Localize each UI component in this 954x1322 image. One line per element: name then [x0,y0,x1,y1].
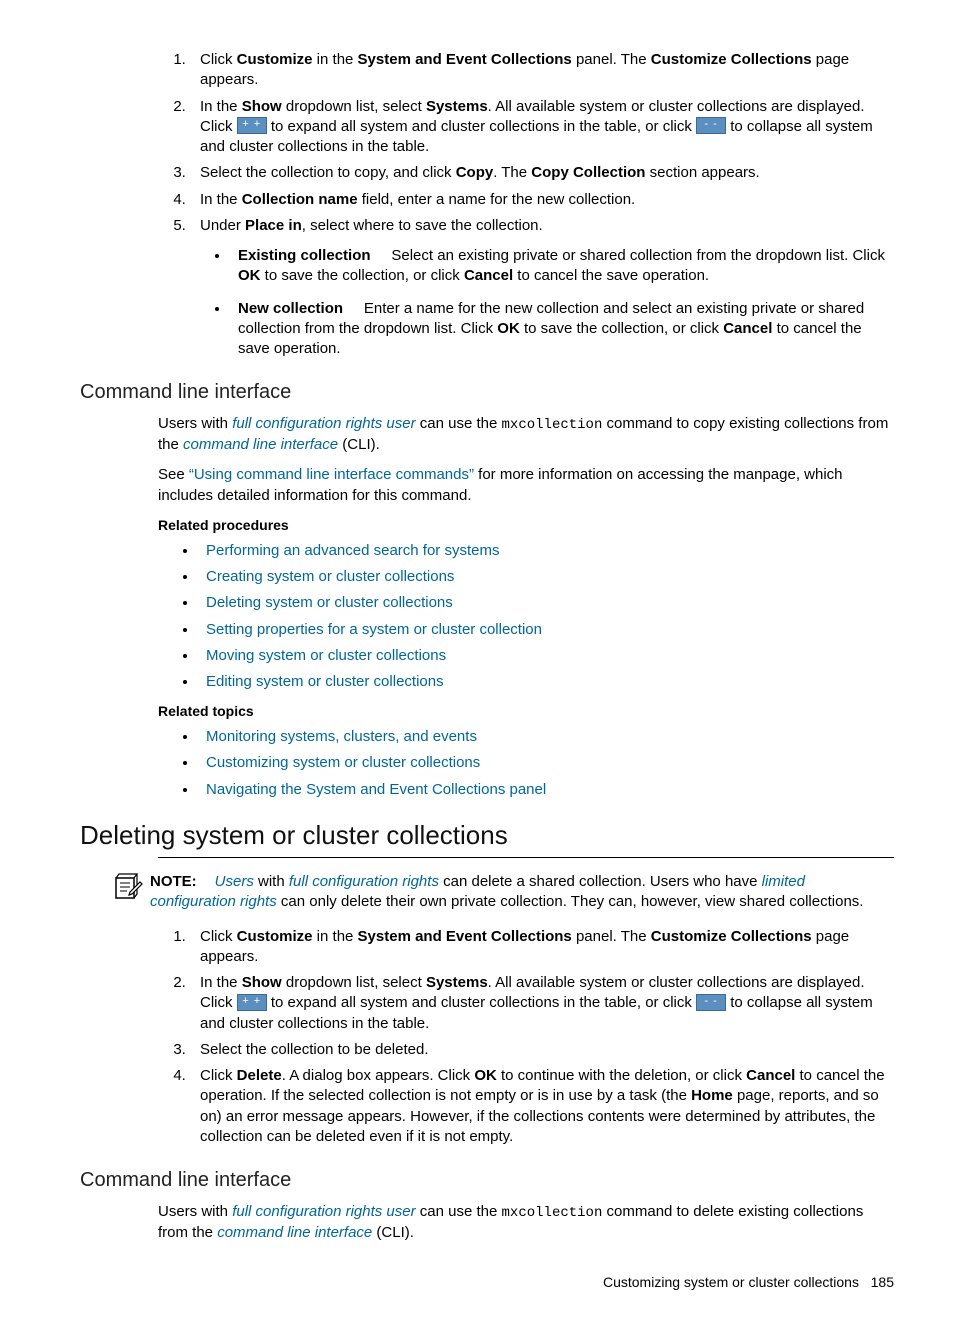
link-related-topic[interactable]: Monitoring systems, clusters, and events [206,728,477,745]
related-procedures-list: Performing an advanced search for system… [80,541,894,693]
page-footer: Customizing system or cluster collection… [80,1273,894,1292]
step: In the Show dropdown list, select System… [190,973,894,1034]
link-related-procedure[interactable]: Moving system or cluster collections [206,647,446,664]
related-procedures-heading: Related procedures [158,516,894,535]
link-using-cli-commands[interactable]: “Using command line interface commands” [189,466,474,483]
related-topics-heading: Related topics [158,702,894,721]
link-related-topic[interactable]: Navigating the System and Event Collecti… [206,781,546,798]
note-block: NOTE:Users with full configuration right… [114,872,894,913]
link-related-procedure[interactable]: Deleting system or cluster collections [206,594,453,611]
steps-list-2: Click Customize in the System and Event … [80,927,894,1148]
step: Select the collection to copy, and click… [190,163,894,183]
list-item: New collection Enter a name for the new … [230,299,894,360]
collapse-icon: - - [696,117,726,134]
link-command-line-interface[interactable]: command line interface [217,1224,372,1241]
collapse-icon: - - [696,994,726,1011]
note-text: NOTE:Users with full configuration right… [150,872,894,913]
cli-para-1: Users with full configuration rights use… [158,414,894,455]
step: Select the collection to be deleted. [190,1040,894,1060]
related-topics-list: Monitoring systems, clusters, and events… [80,727,894,800]
note-icon [114,872,150,906]
cli-heading-2: Command line interface [80,1167,894,1194]
step: Under Place in, select where to save the… [190,216,894,236]
section-rule [158,857,894,858]
link-full-config-rights-user[interactable]: full configuration rights user [232,1203,415,1220]
link-full-config-rights-user[interactable]: full configuration rights user [232,415,415,432]
section-heading-deleting: Deleting system or cluster collections [80,818,894,853]
expand-icon: + + [237,117,267,134]
link-related-procedure[interactable]: Creating system or cluster collections [206,568,454,585]
link-related-procedure[interactable]: Editing system or cluster collections [206,673,444,690]
step: In the Collection name field, enter a na… [190,190,894,210]
link-related-topic[interactable]: Customizing system or cluster collection… [206,754,480,771]
step: Click Delete. A dialog box appears. Clic… [190,1066,894,1147]
placein-options: Existing collection Select an existing p… [80,246,894,359]
step: Click Customize in the System and Event … [190,50,894,91]
cli-heading-1: Command line interface [80,379,894,406]
link-related-procedure[interactable]: Performing an advanced search for system… [206,542,499,559]
cli-para-2: See “Using command line interface comman… [158,465,894,506]
expand-icon: + + [237,994,267,1011]
step: Click Customize in the System and Event … [190,927,894,968]
steps-list-1: Click Customize in the System and Event … [80,50,894,236]
link-related-procedure[interactable]: Setting properties for a system or clust… [206,621,542,638]
list-item: Existing collection Select an existing p… [230,246,894,287]
step: In the Show dropdown list, select System… [190,97,894,158]
cli-para-3: Users with full configuration rights use… [158,1202,894,1243]
link-command-line-interface[interactable]: command line interface [183,436,338,453]
link-users[interactable]: Users [215,873,254,890]
link-full-config-rights[interactable]: full configuration rights [289,873,439,890]
